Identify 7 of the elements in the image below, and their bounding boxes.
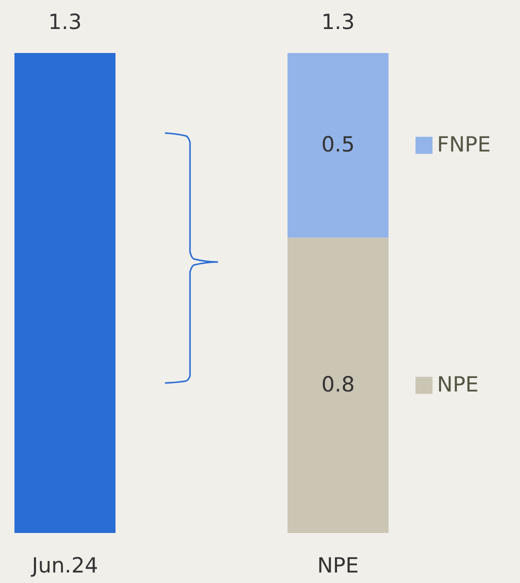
total-label: 1.3 xyxy=(48,10,82,34)
data-label: 0.5 xyxy=(321,132,355,156)
data-label: 0.8 xyxy=(321,372,355,396)
legend-label: FNPE xyxy=(437,132,491,156)
x-tick-label: Jun.24 xyxy=(30,554,98,578)
total-label: 1.3 xyxy=(321,10,355,34)
legend-label: NPE xyxy=(437,372,479,396)
